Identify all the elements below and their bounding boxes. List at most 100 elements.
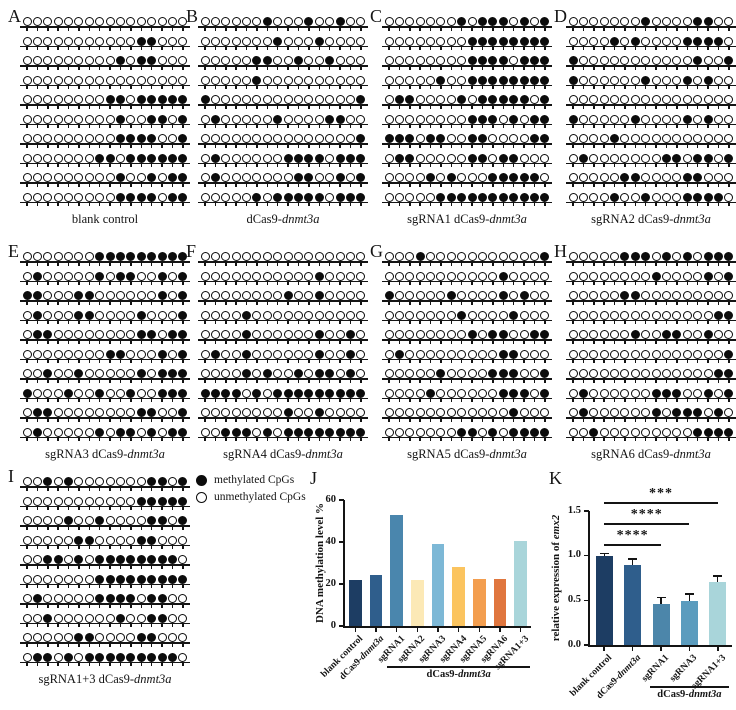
cpg-site: [436, 330, 446, 345]
unmethylated-cpg-circle: [294, 36, 304, 46]
cpg-sequence-row: [382, 134, 552, 149]
cpg-site: [356, 388, 366, 404]
cpg-site: [32, 613, 42, 629]
cpg-stem: [67, 379, 70, 383]
cpg-stem: [109, 662, 111, 666]
cpg-stem: [676, 183, 678, 187]
unmethylated-cpg-circle: [529, 271, 539, 281]
cpg-site: [529, 369, 539, 384]
cpg-site: [384, 369, 394, 384]
methylated-cpg-circle: [724, 369, 734, 378]
cpg-site: [147, 17, 157, 32]
cpg-site: [147, 652, 157, 668]
cpg-stem: [67, 163, 70, 167]
cpg-sequence-row: [566, 192, 736, 208]
unmethylated-cpg-circle: [693, 291, 703, 300]
bar-sgrna2: [411, 579, 424, 626]
significance-bracket: [604, 544, 661, 546]
cpg-stem: [349, 301, 352, 305]
cpg-site: [273, 114, 283, 130]
cpg-site: [294, 408, 304, 423]
cpg-stem: [339, 202, 341, 206]
cpg-site: [157, 310, 167, 326]
cpg-stem: [150, 281, 153, 285]
unmethylated-cpg-circle: [620, 388, 630, 398]
cpg-site: [335, 114, 345, 130]
cpg-site: [126, 613, 136, 629]
methylated-cpg-circle: [157, 613, 167, 623]
cpg-stem: [297, 340, 300, 344]
cpg-stem: [318, 437, 321, 441]
methylated-cpg-circle: [210, 388, 220, 398]
cpg-site: [610, 271, 620, 287]
cpg-site: [262, 349, 272, 365]
y-tick-label: 60: [325, 493, 337, 505]
cpg-stem: [171, 281, 174, 285]
cpg-stem: [182, 526, 184, 530]
cpg-stem: [109, 379, 111, 383]
cpg-stem: [409, 340, 411, 344]
cpg-stem: [214, 46, 217, 50]
cpg-site: [641, 388, 651, 404]
unmethylated-cpg-circle: [457, 114, 467, 124]
cpg-site: [436, 192, 446, 208]
cpg-site: [84, 173, 94, 188]
cpg-stem: [676, 262, 678, 266]
cpg-stem: [140, 437, 143, 441]
cpg-stem: [440, 437, 442, 441]
cpg-stem: [119, 379, 122, 383]
methylated-cpg-circle: [105, 555, 115, 564]
methylated-cpg-circle: [210, 153, 220, 163]
cpg-site: [641, 408, 651, 423]
cpg-stem: [225, 202, 227, 206]
cpg-stem: [318, 359, 321, 363]
cpg-site: [178, 574, 188, 590]
cpg-stem: [182, 105, 184, 109]
unmethylated-cpg-circle: [529, 252, 539, 261]
cpg-stem: [512, 85, 515, 89]
cpg-site: [314, 134, 324, 149]
unmethylated-cpg-circle: [713, 349, 723, 359]
unmethylated-cpg-circle: [314, 173, 324, 182]
methylated-cpg-circle: [693, 192, 703, 202]
cpg-stem: [130, 379, 132, 383]
unmethylated-cpg-circle: [610, 95, 620, 104]
cpg-site: [84, 349, 94, 365]
cpg-stem: [161, 320, 163, 324]
cpg-stem: [502, 85, 505, 89]
cpg-site: [405, 330, 415, 345]
unmethylated-cpg-circle: [589, 36, 599, 46]
cpg-stem: [696, 281, 699, 285]
cpg-stem: [460, 359, 463, 363]
unmethylated-cpg-circle: [32, 95, 42, 104]
cpg-stem: [235, 418, 237, 422]
cpg-stem: [26, 163, 28, 167]
cpg-site: [599, 408, 609, 423]
cpg-stem: [150, 340, 153, 344]
cpg-stem: [676, 85, 678, 89]
cpg-site: [568, 271, 578, 287]
cpg-stem: [644, 320, 647, 324]
cpg-site: [620, 408, 630, 423]
cpg-site: [84, 496, 94, 512]
methylated-cpg-circle: [630, 330, 640, 339]
cpg-site: [651, 56, 661, 71]
cpg-stem: [409, 105, 411, 109]
cpg-site: [498, 114, 508, 130]
cpg-stem: [88, 85, 91, 89]
unmethylated-cpg-circle: [314, 17, 324, 26]
unmethylated-cpg-circle: [64, 56, 74, 65]
cpg-site: [304, 75, 314, 91]
unmethylated-cpg-circle: [22, 652, 32, 662]
unmethylated-cpg-circle: [589, 408, 599, 417]
cpg-stem: [360, 183, 362, 187]
cpg-site: [589, 271, 599, 287]
cpg-site: [415, 291, 425, 306]
cpg-site: [478, 388, 488, 404]
unmethylated-cpg-circle: [242, 271, 252, 281]
methylated-cpg-circle: [426, 173, 436, 182]
cpg-site: [84, 652, 94, 668]
cpg-site: [662, 75, 672, 91]
